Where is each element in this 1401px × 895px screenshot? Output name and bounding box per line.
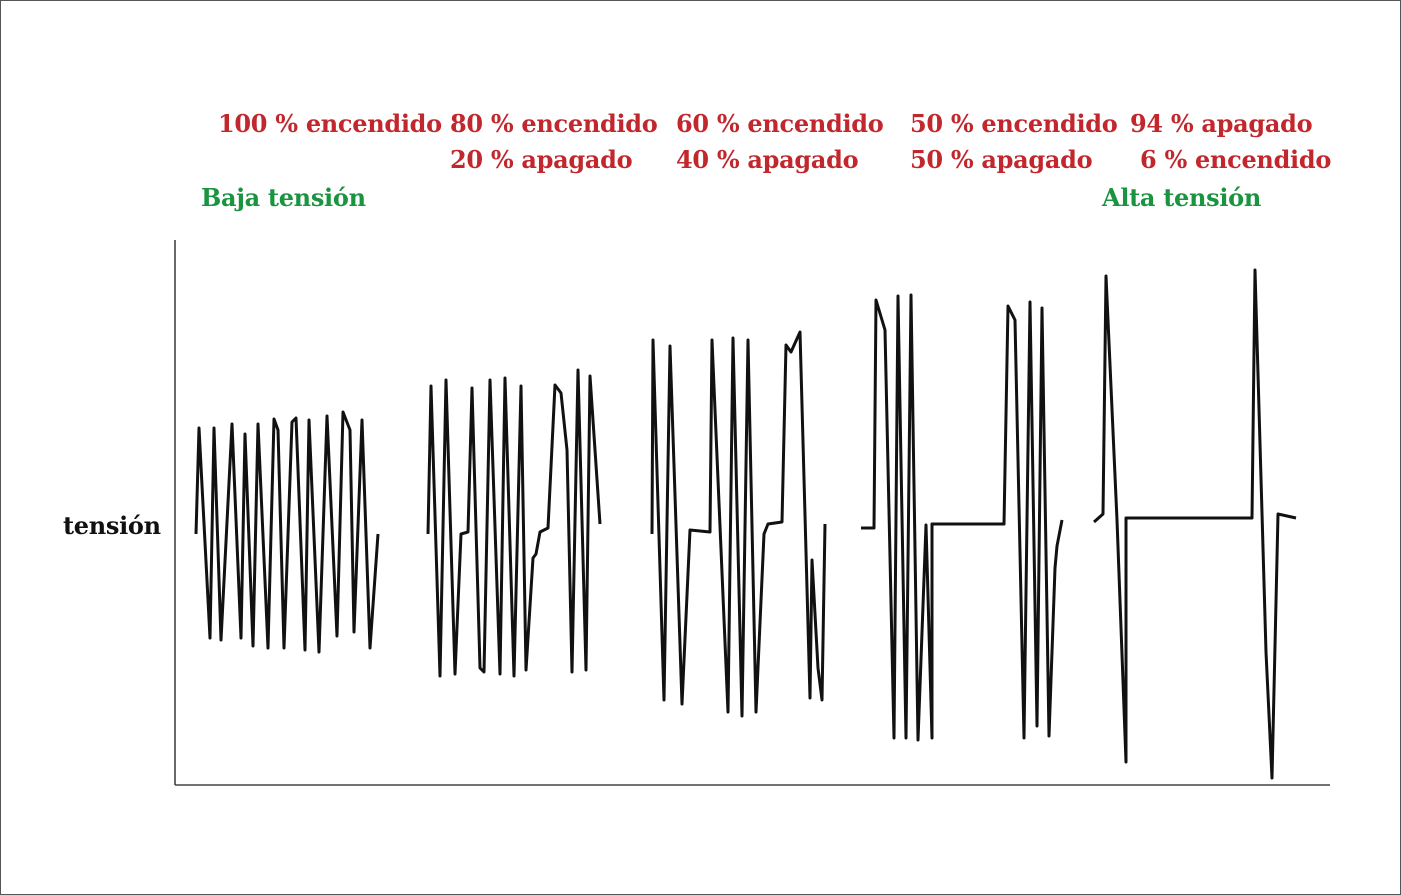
low-voltage-label: Baja tensión [201, 183, 366, 212]
duty-label-2-off: 20 % apagado [450, 145, 633, 174]
duty-label-2-on: 80 % encendido [450, 109, 658, 138]
duty-label-5-off: 6 % encendido [1140, 145, 1332, 174]
y-axis-label: tensión [63, 511, 161, 540]
waveform-60-percent [650, 330, 827, 718]
duty-label-3-off: 40 % apagado [676, 145, 859, 174]
high-voltage-label: Alta tensión [1102, 183, 1262, 212]
waveform-100-percent [194, 410, 380, 654]
waveform-50-percent [861, 293, 1064, 742]
duty-label-3-on: 60 % encendido [676, 109, 884, 138]
waveform-6-percent [1093, 268, 1297, 780]
duty-label-4-off: 50 % apagado [910, 145, 1093, 174]
duty-label-1-on: 100 % encendido [218, 109, 442, 138]
duty-label-4-on: 50 % encendido [910, 109, 1118, 138]
waveform-80-percent [426, 368, 602, 678]
duty-label-5-on: 94 % apagado [1130, 109, 1313, 138]
